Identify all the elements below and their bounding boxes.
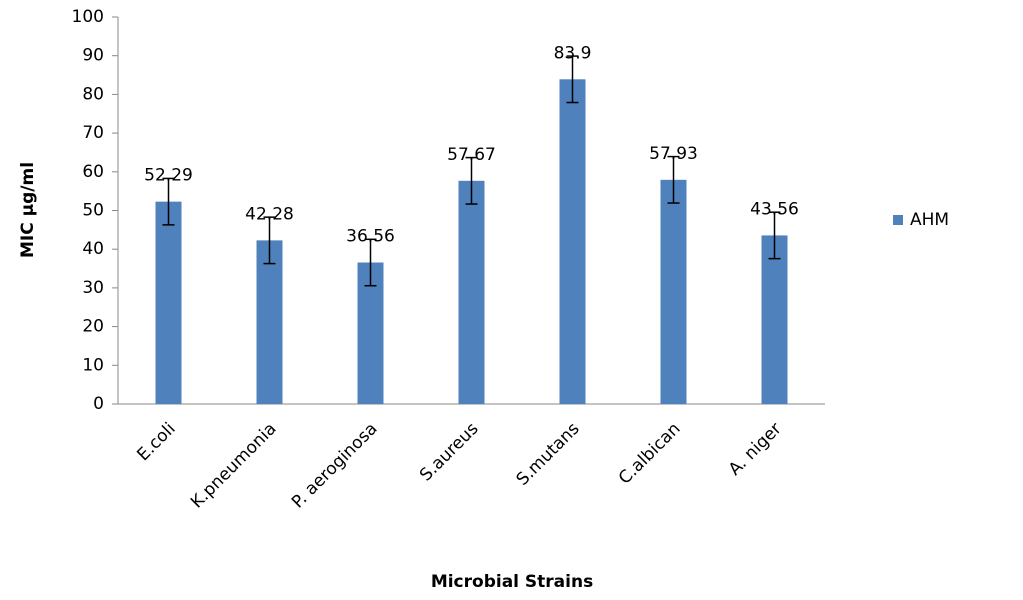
y-tick-label: 80 bbox=[82, 84, 104, 104]
x-tick-label: S.aureus bbox=[416, 419, 483, 486]
legend-swatch bbox=[893, 215, 903, 225]
bar bbox=[458, 180, 485, 404]
bar bbox=[660, 179, 687, 404]
y-tick-label: 100 bbox=[72, 7, 104, 27]
y-tick-label: 60 bbox=[82, 162, 104, 182]
x-tick-label: E.coli bbox=[133, 419, 179, 465]
data-label: 57.93 bbox=[649, 144, 698, 164]
x-tick-label: C.albican bbox=[615, 419, 685, 489]
bar bbox=[761, 235, 788, 404]
bar bbox=[256, 240, 283, 404]
y-tick-label: 40 bbox=[82, 239, 104, 259]
x-tick-label: S.mutans bbox=[513, 419, 584, 490]
x-axis-title: Microbial Strains bbox=[431, 572, 593, 592]
y-tick-label: 70 bbox=[82, 123, 104, 143]
y-tick-label: 0 bbox=[93, 394, 104, 414]
y-tick-label: 10 bbox=[82, 355, 104, 375]
bar bbox=[559, 79, 586, 404]
data-label: 42.28 bbox=[245, 204, 294, 224]
legend-label: AHM bbox=[910, 210, 949, 230]
y-tick-label: 50 bbox=[82, 201, 104, 221]
bar bbox=[155, 201, 182, 404]
data-label: 43.56 bbox=[750, 199, 799, 219]
data-label: 83.9 bbox=[554, 43, 592, 63]
data-label: 36.56 bbox=[346, 227, 395, 247]
y-axis-title: MIC µg/ml bbox=[18, 162, 38, 258]
y-tick-label: 90 bbox=[82, 46, 104, 66]
y-tick-label: 30 bbox=[82, 278, 104, 298]
x-tick-label: K.pneumonia bbox=[187, 419, 281, 513]
data-label: 57.67 bbox=[447, 145, 496, 165]
data-label: 52.29 bbox=[144, 166, 193, 186]
x-tick-label: P. aeroginosa bbox=[288, 419, 382, 513]
y-tick-label: 20 bbox=[82, 317, 104, 337]
x-tick-label: A. niger bbox=[725, 419, 786, 480]
